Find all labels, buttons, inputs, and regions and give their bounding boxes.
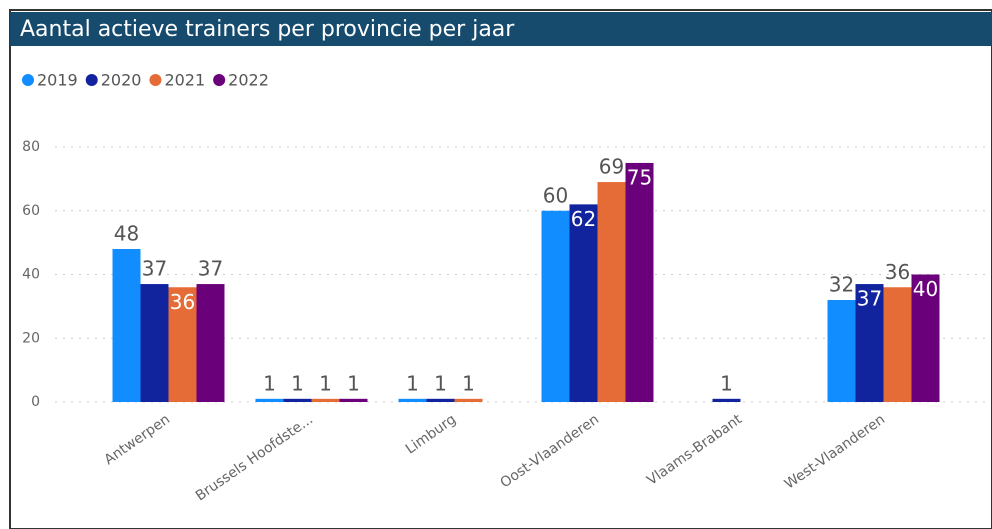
bar xyxy=(712,398,741,402)
data-label: 37 xyxy=(857,287,882,311)
data-label: 69 xyxy=(599,155,624,179)
y-tick-label: 20 xyxy=(22,330,40,346)
data-label: 1 xyxy=(347,371,360,395)
bar xyxy=(398,398,427,402)
data-label: 37 xyxy=(198,257,223,281)
bar xyxy=(625,162,654,402)
bar xyxy=(426,398,455,402)
bar xyxy=(140,284,169,402)
bar xyxy=(597,182,626,402)
data-label: 75 xyxy=(627,165,652,189)
y-tick-label: 60 xyxy=(22,203,40,219)
bar xyxy=(196,284,225,402)
data-label: 36 xyxy=(170,290,195,314)
bar xyxy=(541,210,570,402)
bar xyxy=(311,398,340,402)
legend-swatch xyxy=(85,74,98,86)
data-label: 1 xyxy=(434,371,447,395)
y-tick-label: 80 xyxy=(22,139,40,155)
legend-label: 2021 xyxy=(164,71,205,90)
data-label: 36 xyxy=(885,260,910,284)
bar xyxy=(883,287,912,402)
data-label: 1 xyxy=(406,371,419,395)
bar xyxy=(454,398,483,402)
legend-swatch xyxy=(149,74,162,86)
bar xyxy=(827,300,856,402)
legend-label: 2019 xyxy=(37,71,78,90)
bar xyxy=(255,398,284,402)
legend-swatch xyxy=(213,74,226,86)
data-label: 40 xyxy=(913,277,938,301)
legend-label: 2022 xyxy=(228,71,269,90)
data-label: 1 xyxy=(720,371,733,395)
bar xyxy=(569,204,598,402)
bar xyxy=(283,398,312,402)
data-label: 37 xyxy=(142,257,167,281)
data-label: 62 xyxy=(571,207,596,231)
legend-swatch xyxy=(22,74,34,86)
data-label: 60 xyxy=(543,183,568,207)
y-tick-label: 40 xyxy=(22,267,40,283)
data-label: 1 xyxy=(462,371,475,395)
bar xyxy=(168,287,197,402)
data-label: 1 xyxy=(263,371,276,395)
data-label: 32 xyxy=(829,273,854,297)
chart-title: Aantal actieve trainers per provincie pe… xyxy=(20,17,515,42)
data-label: 1 xyxy=(291,371,304,395)
bar xyxy=(855,284,884,402)
bar xyxy=(112,249,141,402)
legend-label: 2020 xyxy=(101,71,142,90)
y-tick-label: 0 xyxy=(31,394,40,410)
visual-border xyxy=(9,9,992,529)
title-bar xyxy=(10,12,992,46)
bar xyxy=(911,274,940,402)
bar xyxy=(339,398,368,402)
data-label: 1 xyxy=(319,371,332,395)
data-label: 48 xyxy=(114,222,139,246)
